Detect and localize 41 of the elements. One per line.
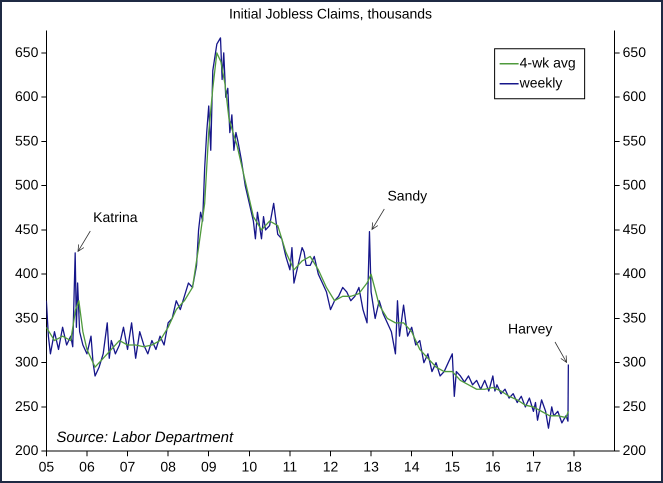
- annotation: Source: Labor Department: [56, 428, 234, 446]
- y-tick-label: 450: [15, 220, 39, 237]
- y-tick-label: 200: [15, 442, 39, 458]
- y-tick-label: 550: [15, 132, 39, 148]
- x-tick-label: 15: [444, 458, 460, 474]
- legend-label: 4-wk avg: [520, 54, 576, 71]
- annotation: Katrina: [93, 208, 138, 225]
- annotation: Sandy: [387, 188, 428, 204]
- x-tick-label: 13: [363, 458, 380, 474]
- y2-tick-label: 200: [622, 442, 646, 458]
- y2-tick-label: 400: [622, 265, 646, 282]
- y2-tick-label: 450: [622, 220, 646, 237]
- x-tick-label: 12: [322, 458, 338, 474]
- y2-tick-label: 650: [622, 44, 646, 60]
- x-tick-label: 11: [282, 458, 298, 474]
- y2-tick-label: 550: [622, 132, 646, 148]
- y-tick-label: 250: [15, 398, 39, 414]
- y-tick-label: 650: [15, 44, 39, 60]
- x-tick-label: 10: [242, 458, 258, 474]
- y2-tick-label: 250: [622, 398, 646, 414]
- legend-label: weekly: [518, 74, 562, 91]
- x-tick-label: 14: [404, 458, 420, 474]
- x-tick-label: 16: [485, 458, 501, 474]
- x-tick-label: 05: [38, 458, 54, 474]
- x-tick-label: 17: [526, 458, 542, 474]
- annotation: Harvey: [508, 320, 552, 336]
- y-tick-label: 350: [15, 309, 39, 326]
- y-tick-label: 300: [15, 354, 39, 370]
- y-tick-label: 600: [15, 88, 39, 104]
- x-tick-label: 09: [200, 458, 217, 474]
- x-tick-label: 08: [160, 458, 176, 474]
- y-tick-label: 400: [15, 265, 39, 282]
- y2-tick-label: 500: [622, 176, 646, 193]
- x-tick-label: 06: [79, 458, 95, 474]
- y2-tick-label: 350: [622, 309, 646, 326]
- y-tick-label: 500: [15, 176, 39, 193]
- chart-title: Initial Jobless Claims, thousands: [228, 5, 432, 22]
- y2-tick-label: 300: [622, 354, 646, 370]
- x-tick-label: 18: [566, 458, 582, 474]
- x-tick-label: 07: [120, 458, 136, 474]
- y2-tick-label: 600: [622, 88, 646, 104]
